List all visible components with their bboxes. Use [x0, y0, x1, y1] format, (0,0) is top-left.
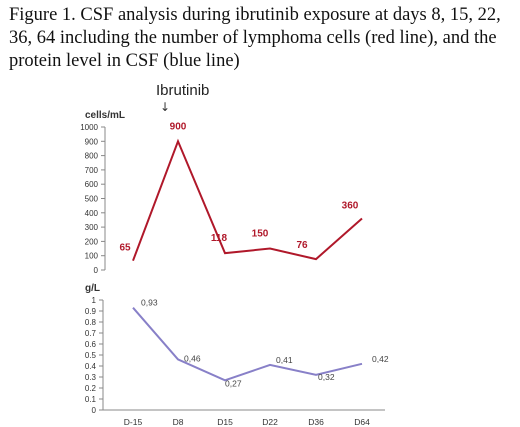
y-tick-label: 0.5 — [85, 351, 97, 360]
data-label: 65 — [119, 243, 131, 254]
x-tick-label: D-15 — [124, 417, 143, 427]
y-tick-label: 200 — [85, 237, 99, 246]
y-tick-label: 1000 — [80, 123, 98, 132]
y-tick-label: 0 — [92, 406, 97, 415]
data-label: 360 — [342, 201, 359, 212]
y-tick-label: 600 — [85, 180, 99, 189]
y-tick-label: 500 — [85, 195, 99, 204]
series-line-2 — [132, 307, 363, 382]
x-tick-label: D36 — [308, 417, 324, 427]
data-label: 150 — [252, 229, 269, 240]
y-tick-label: 700 — [85, 166, 99, 175]
y-tick-label: 0.4 — [85, 362, 97, 371]
x-tick-label: D22 — [262, 417, 278, 427]
y-tick-label: 0.6 — [85, 340, 97, 349]
y-axis-label-1: cells/mL — [85, 110, 125, 121]
x-tick-label: D8 — [173, 417, 184, 427]
y-tick-label: 0.7 — [85, 329, 97, 338]
data-label: 0,46 — [184, 353, 201, 363]
figure-caption: Figure 1. CSF analysis during ibrutinib … — [9, 5, 501, 71]
y-tick-label: 0.2 — [85, 384, 97, 393]
y-tick-label: 0.9 — [85, 307, 97, 316]
data-label: 0,27 — [225, 378, 242, 388]
y-tick-label: 0.3 — [85, 373, 97, 382]
y-tick-label: 0.1 — [85, 395, 97, 404]
data-label: 0,42 — [372, 354, 389, 364]
y-tick-label: 0 — [94, 266, 99, 275]
data-label: 900 — [170, 121, 187, 132]
data-label: 0,93 — [141, 298, 158, 308]
data-label: 0,41 — [276, 355, 293, 365]
y-tick-label: 100 — [85, 252, 99, 261]
y-tick-label: 800 — [85, 152, 99, 161]
y-axis-label-2: g/L — [85, 283, 100, 294]
data-label: 76 — [296, 240, 308, 251]
data-label: 0,32 — [318, 372, 335, 382]
y-tick-label: 900 — [85, 137, 99, 146]
y-tick-label: 400 — [85, 209, 99, 218]
x-tick-label: D15 — [217, 417, 233, 427]
y-tick-label: 0.8 — [85, 318, 97, 327]
y-tick-label: 300 — [85, 223, 99, 232]
down-arrow-icon: ↓ — [160, 100, 171, 114]
series-line-1 — [132, 138, 363, 262]
data-label: 118 — [211, 233, 228, 244]
ibrutinib-label: Ibrutinib — [156, 82, 210, 99]
y-tick-label: 1 — [92, 296, 97, 305]
x-tick-label: D64 — [354, 417, 370, 427]
